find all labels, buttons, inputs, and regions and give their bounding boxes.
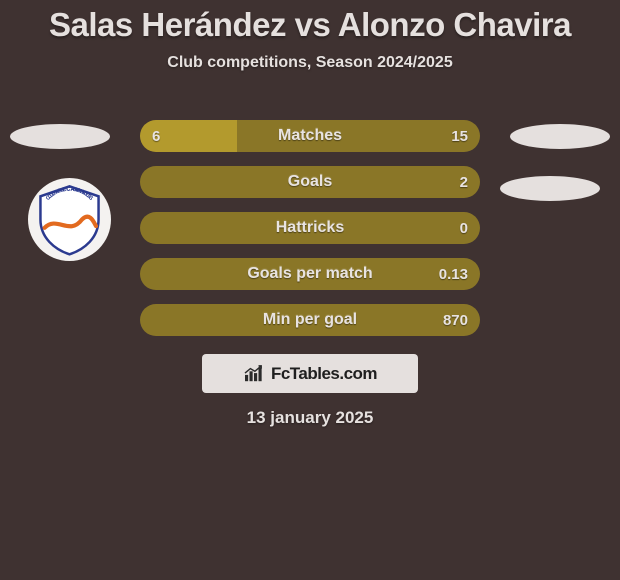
stat-bars: Matches6 15 Goals2 Hattricks0 Goals per matc… bbox=[140, 120, 480, 350]
stat-bar-row: Min per goal870 bbox=[140, 304, 480, 336]
stat-bar-label: Min per goal bbox=[140, 304, 480, 336]
stat-bar-row: Matches6 15 bbox=[140, 120, 480, 152]
stat-bar-row: Goals per match0.13 bbox=[140, 258, 480, 290]
subtitle: Club competitions, Season 2024/2025 bbox=[0, 54, 620, 72]
stat-bar-value-right: 870 bbox=[443, 304, 468, 336]
stat-bar-value-left: 6 bbox=[152, 120, 160, 152]
stat-bar-label: Goals per match bbox=[140, 258, 480, 290]
stat-bar-value-right: 2 bbox=[460, 166, 468, 198]
stat-bar-value-right: 0 bbox=[460, 212, 468, 244]
page-title: Salas Herández vs Alonzo Chavira bbox=[0, 0, 620, 44]
chart-icon bbox=[243, 365, 265, 383]
brand-text: FcTables.com bbox=[271, 364, 377, 384]
player-right-oval-2 bbox=[500, 176, 600, 201]
stat-bar-label: Hattricks bbox=[140, 212, 480, 244]
date-label: 13 january 2025 bbox=[0, 408, 620, 428]
stat-bar-label: Goals bbox=[140, 166, 480, 198]
player-left-oval bbox=[10, 124, 110, 149]
stat-bar-row: Hattricks0 bbox=[140, 212, 480, 244]
player-right-oval-1 bbox=[510, 124, 610, 149]
stat-bar-row: Goals2 bbox=[140, 166, 480, 198]
brand-box[interactable]: FcTables.com bbox=[202, 354, 418, 393]
stat-bar-value-right: 15 bbox=[451, 120, 468, 152]
stat-bar-value-right: 0.13 bbox=[439, 258, 468, 290]
stat-bar-label: Matches bbox=[140, 120, 480, 152]
team-badge: CORRECAMINOS CORRECAMINOS bbox=[28, 178, 111, 261]
team-badge-svg: CORRECAMINOS CORRECAMINOS bbox=[28, 178, 111, 261]
